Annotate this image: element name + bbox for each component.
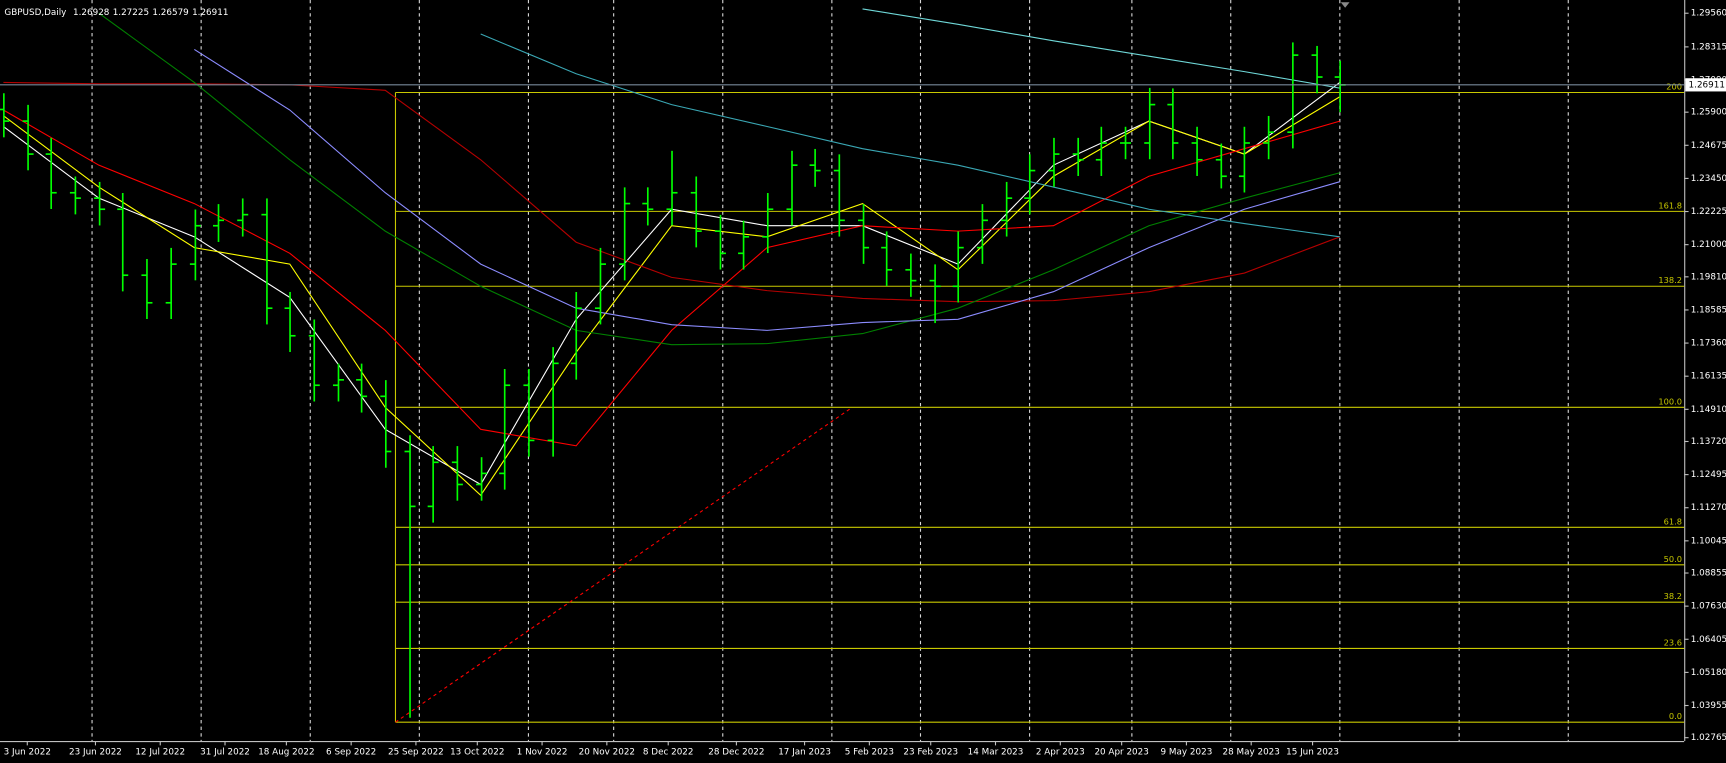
y-tick-label: 1.28315 xyxy=(1691,42,1726,52)
x-tick-label: 14 Mar 2023 xyxy=(968,747,1024,757)
x-tick-label: 17 Jan 2023 xyxy=(778,747,831,757)
y-tick-label: 1.17360 xyxy=(1691,339,1726,349)
x-tick-label: 1 Nov 2022 xyxy=(517,747,568,757)
x-tick-label: 2 Apr 2023 xyxy=(1036,747,1085,757)
moving-average xyxy=(98,12,1340,346)
y-tick-label: 1.24675 xyxy=(1691,141,1726,151)
shift-marker xyxy=(1340,2,1350,8)
y-tick-label: 1.12495 xyxy=(1691,470,1726,480)
fib-level-label: 161.8 xyxy=(1658,200,1682,210)
y-tick-label: 1.11270 xyxy=(1691,503,1726,513)
close-price: 1.26911 xyxy=(192,8,228,18)
y-tick-label: 1.25900 xyxy=(1691,108,1726,118)
open-price: 1.26928 xyxy=(73,8,109,18)
moving-average xyxy=(3,81,1341,303)
moving-average xyxy=(862,8,1340,89)
x-tick-label: 20 Nov 2022 xyxy=(579,747,635,757)
y-tick-label: 1.05180 xyxy=(1691,668,1726,678)
y-tick-label: 1.13720 xyxy=(1691,437,1726,447)
x-tick-label: 28 Dec 2022 xyxy=(708,747,764,757)
y-tick-label: 1.23450 xyxy=(1691,174,1726,184)
x-tick-label: 23 Jun 2022 xyxy=(69,747,122,757)
y-tick-label: 1.21000 xyxy=(1691,240,1726,250)
x-tick-label: 8 Dec 2022 xyxy=(643,747,694,757)
x-tick-label: 9 May 2023 xyxy=(1161,747,1213,757)
fib-level-label: 38.2 xyxy=(1664,591,1682,601)
fib-level-label: 23.6 xyxy=(1664,637,1682,647)
fib-level-label: 61.8 xyxy=(1664,516,1682,526)
price-tag xyxy=(1685,78,1726,92)
price-tag-label: 1.26911 xyxy=(1689,80,1725,90)
x-tick-label: 23 Feb 2023 xyxy=(903,747,958,757)
low-price: 1.26579 xyxy=(152,8,188,18)
x-tick-label: 5 Feb 2023 xyxy=(845,747,894,757)
x-tick-label: 31 Jul 2022 xyxy=(200,747,250,757)
y-tick-label: 1.03955 xyxy=(1691,701,1726,711)
moving-average xyxy=(3,96,1341,497)
y-tick-label: 1.18585 xyxy=(1691,305,1726,315)
high-price: 1.27225 xyxy=(113,8,149,18)
x-tick-label: 13 Oct 2022 xyxy=(450,747,504,757)
header: GBPUSD,Daily 1.26928 1.27225 1.26579 1.26911 xyxy=(4,8,228,18)
fib-level-label: 0.0 xyxy=(1669,711,1682,721)
x-tick-label: 15 Jun 2023 xyxy=(1286,747,1339,757)
y-tick-label: 1.07630 xyxy=(1691,602,1726,612)
x-tick-label: 20 Apr 2023 xyxy=(1094,747,1148,757)
y-tick-label: 1.02765 xyxy=(1691,733,1726,743)
x-tick-label: 18 Aug 2022 xyxy=(258,747,314,757)
fib-level-label: 50.0 xyxy=(1664,554,1682,564)
y-tick-label: 1.29560 xyxy=(1691,9,1726,19)
x-tick-label: 28 May 2023 xyxy=(1223,747,1280,757)
y-tick-label: 1.22225 xyxy=(1691,207,1726,217)
x-tick-label: 6 Sep 2022 xyxy=(326,747,376,757)
symbol: GBPUSD,Daily xyxy=(4,8,66,18)
y-tick-label: 1.06405 xyxy=(1691,635,1726,645)
moving-average xyxy=(3,109,1340,447)
fib-level-label: 200 xyxy=(1666,81,1682,91)
y-tick-label: 1.10045 xyxy=(1691,536,1726,546)
fib-level-label: 100.0 xyxy=(1658,396,1682,406)
moving-average xyxy=(480,33,1340,238)
x-tick-label: 25 Sep 2022 xyxy=(388,747,444,757)
y-tick-label: 1.14910 xyxy=(1691,405,1726,415)
x-tick-label: 12 Jul 2022 xyxy=(135,747,185,757)
y-tick-label: 1.19810 xyxy=(1691,272,1726,282)
y-tick-label: 1.16135 xyxy=(1691,372,1726,382)
fib-level-label: 138.2 xyxy=(1658,275,1682,285)
y-tick-label: 1.08855 xyxy=(1691,569,1726,579)
x-tick-label: 3 Jun 2022 xyxy=(4,747,51,757)
trend-line xyxy=(395,406,853,723)
moving-average xyxy=(194,48,1340,331)
